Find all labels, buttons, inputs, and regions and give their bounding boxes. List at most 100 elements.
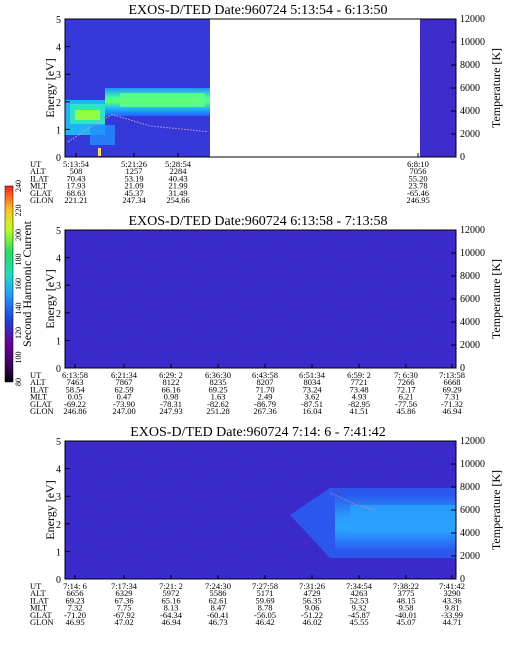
ephemeris-row-label: GLAT [30, 188, 53, 198]
ephemeris-row-label: GLON [30, 406, 54, 416]
ephemeris-value: 6:29: 2 [159, 370, 183, 380]
energy-tick-label: 2 [56, 309, 61, 320]
ephemeris-value: 6:51:34 [299, 370, 326, 380]
ephemeris-value: 247.00 [112, 406, 135, 416]
ephemeris-value: 8235 [210, 377, 227, 387]
ephemeris-row-label: ALT [30, 588, 47, 598]
ephemeris-value: 508 [70, 166, 83, 176]
colorbar: Second Harmonic Current 80 100 120 140 160 18… [4, 180, 34, 386]
panel1-title: EXOS-D/TED Date:960724 5:13:54 - 6:13:50 [129, 3, 388, 18]
ephemeris-value: -71.32 [441, 399, 463, 409]
energy-tick-label: 0 [56, 575, 61, 586]
ephemeris-value: 5:21:26 [121, 159, 147, 169]
ephemeris-value: 5:28:54 [165, 159, 192, 169]
temperature-tick-label: 2000 [460, 129, 480, 140]
temperature-tick-label: 0 [460, 574, 465, 585]
ephemeris-value: 40.43 [168, 173, 187, 183]
ephemeris-value: 48.15 [396, 595, 415, 605]
energy-tick-label: 0 [56, 153, 61, 164]
energy-tick-label: 3 [56, 70, 61, 81]
ephemeris-row-label: GLON [30, 195, 54, 205]
colorbar-tick-label: 240 [14, 180, 23, 192]
ephemeris-value: 0.05 [68, 392, 83, 402]
energy-axis-label: Energy [eV] [43, 480, 57, 539]
ephemeris-value: 6:8:10 [407, 159, 429, 169]
ephemeris-value: 3290 [444, 588, 461, 598]
temperature-tick-label: 4000 [460, 317, 480, 328]
colorbar-tick-label: 180 [14, 254, 23, 266]
ephemeris-value: 31.49 [168, 188, 187, 198]
colorbar-scale [4, 185, 14, 383]
panel3-spectrogram [65, 441, 456, 579]
ephemeris-value: 251.28 [206, 406, 229, 416]
ephemeris-value: -56.05 [254, 610, 276, 620]
ephemeris-value: 73.48 [349, 384, 368, 394]
ephemeris-value: 6:59: 2 [347, 370, 371, 380]
ephemeris-value: 5:13:54 [63, 159, 90, 169]
ephemeris-value: -87.51 [301, 399, 323, 409]
ephemeris-row-label: MLT [30, 181, 48, 191]
colorbar-tick-label: 80 [14, 378, 23, 386]
ephemeris-value: 67.36 [114, 595, 133, 605]
energy-tick-label: 4 [56, 254, 61, 265]
ephemeris-value: 7.31 [445, 392, 460, 402]
ephemeris-value: 7:41:42 [439, 581, 465, 591]
ephemeris-value: 55.20 [408, 173, 427, 183]
ephemeris-value: -73.90 [113, 399, 135, 409]
ephemeris-value: 65.16 [161, 595, 180, 605]
temperature-tick-label: 10000 [460, 459, 485, 470]
ephemeris-row-label: UT [30, 159, 42, 169]
ephemeris-value: 43.36 [442, 595, 461, 605]
ephemeris-value: 6:21:34 [111, 370, 138, 380]
ephemeris-value: 6:43:58 [252, 370, 278, 380]
ephemeris-row-label: UT [30, 370, 42, 380]
ephemeris-row-label: GLON [30, 617, 54, 627]
ephemeris-value: -40.01 [395, 610, 417, 620]
ephemeris-value: 46.42 [255, 617, 274, 627]
temperature-axis-label: Temperature [K] [489, 470, 503, 550]
ephemeris-value: 3775 [398, 588, 415, 598]
ephemeris-row-label: GLAT [30, 610, 53, 620]
ephemeris-value: 6329 [116, 588, 133, 598]
panel1-temperature-trace [67, 113, 209, 143]
ephemeris-value: 7:24:30 [205, 581, 231, 591]
ephemeris-row-label: ALT [30, 166, 47, 176]
panel3-temperature-trace [329, 492, 376, 511]
energy-tick-label: 4 [56, 465, 61, 476]
ephemeris-value: 7463 [67, 377, 84, 387]
ephemeris-value: -67.92 [113, 610, 135, 620]
colorbar-tick-label: 120 [14, 327, 23, 339]
ephemeris-value: 45.55 [349, 617, 368, 627]
ephemeris-value: 9.06 [305, 603, 320, 613]
energy-tick-label: 1 [56, 125, 61, 136]
ephemeris-value: -78.31 [160, 399, 182, 409]
ephemeris-value: -71.20 [64, 610, 86, 620]
ephemeris-value: 6:13:58 [62, 370, 88, 380]
ephemeris-value: 45.37 [124, 188, 143, 198]
panel2-title: EXOS-D/TED Date:960724 6:13:58 - 7:13:58 [129, 214, 388, 229]
temperature-axis-label: Temperature [K] [489, 259, 503, 339]
colorbar-tick-label: 100 [14, 352, 23, 364]
ephemeris-value: 69.29 [442, 384, 461, 394]
temperature-tick-label: 12000 [460, 225, 485, 236]
ephemeris-value: 73.24 [302, 384, 322, 394]
ephemeris-value: 46.94 [442, 406, 462, 416]
ephemeris-value: 7.32 [68, 603, 83, 613]
temperature-tick-label: 8000 [460, 271, 480, 282]
ephemeris-value: 47.02 [114, 617, 133, 627]
ephemeris-value: 0.98 [164, 392, 179, 402]
temperature-tick-label: 0 [460, 152, 465, 163]
ephemeris-value: 5972 [163, 588, 180, 598]
ephemeris-value: 2284 [170, 166, 188, 176]
energy-tick-label: 2 [56, 98, 61, 109]
ephemeris-row-label: UT [30, 581, 42, 591]
ephemeris-value: 246.86 [63, 406, 86, 416]
ephemeris-value: 56.35 [302, 595, 321, 605]
temperature-tick-label: 10000 [460, 248, 485, 259]
ephemeris-value: 5171 [257, 588, 274, 598]
temperature-tick-label: 2000 [460, 340, 480, 351]
energy-tick-label: 4 [56, 43, 61, 54]
panel3-title: EXOS-D/TED Date:960724 7:14: 6 - 7:41:42 [130, 425, 385, 440]
temperature-tick-label: 4000 [460, 106, 480, 117]
ephemeris-value: 8207 [257, 377, 274, 387]
